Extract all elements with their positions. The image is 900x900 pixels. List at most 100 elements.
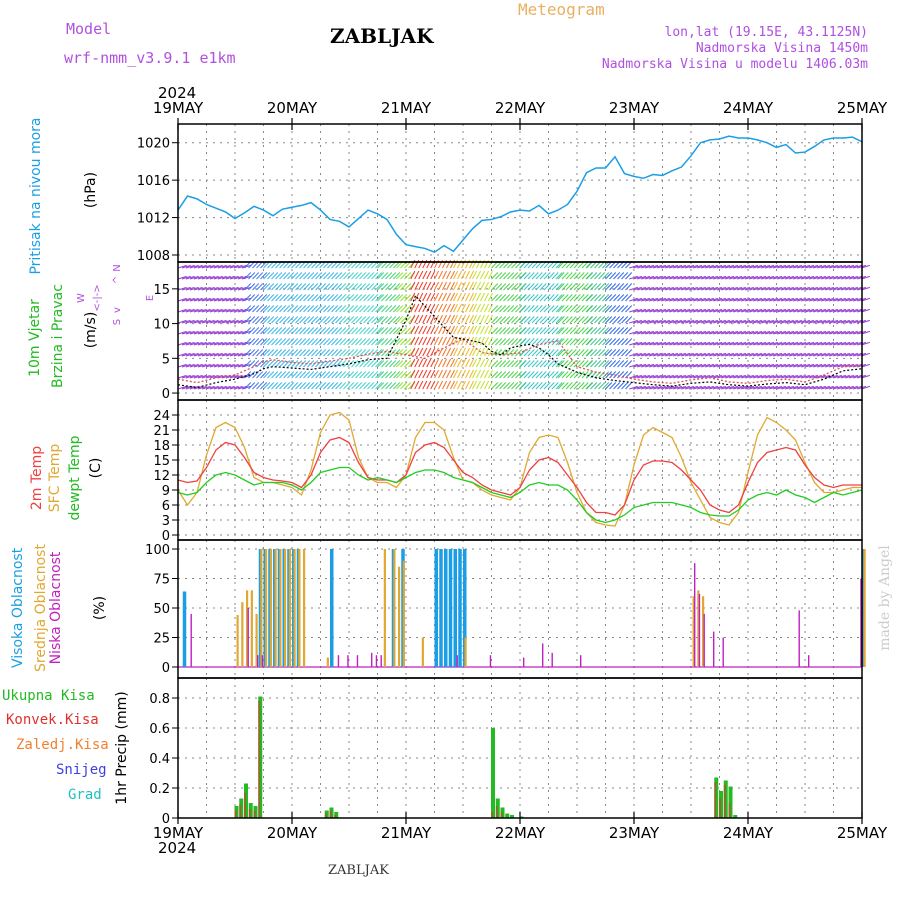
- wind-barb: [193, 308, 203, 313]
- wind-barb: [602, 360, 610, 368]
- wind-barb: [457, 325, 463, 335]
- wind-barb: [621, 316, 629, 324]
- model-elevation-label: Nadmorska Visina u modelu 1406.03m: [601, 57, 868, 72]
- wind-barb: [581, 316, 589, 324]
- wind-barb: [381, 371, 389, 379]
- wind-barb: [233, 319, 243, 324]
- wind-barb: [717, 363, 727, 368]
- wind-barb: [789, 319, 799, 324]
- wind-barb: [609, 272, 617, 280]
- wind-barb: [519, 371, 527, 379]
- wind-barb: [371, 360, 379, 368]
- wind-barb: [450, 358, 456, 368]
- wind-barb: [351, 360, 359, 368]
- wind-barb: [817, 275, 827, 280]
- wind-barb: [785, 308, 795, 313]
- wind-barb: [221, 264, 231, 269]
- wind-barb: [461, 270, 467, 280]
- wind-barb: [267, 294, 275, 302]
- wind-barb: [430, 325, 436, 335]
- wind-barb: [519, 360, 527, 368]
- wind-barb: [351, 382, 359, 390]
- wind-barb: [785, 385, 795, 390]
- wind-barb: [641, 275, 651, 280]
- wind-barb: [737, 341, 747, 346]
- wind-barb: [633, 319, 643, 324]
- wind-barb: [749, 308, 759, 313]
- wind-barb: [418, 303, 424, 313]
- wind-barb: [697, 363, 707, 368]
- wind-barb: [737, 385, 747, 390]
- wind-barb: [721, 341, 731, 346]
- wind-barb: [503, 338, 511, 346]
- wind-barb: [225, 297, 235, 302]
- wind-barb: [414, 358, 420, 368]
- wind-barb: [797, 264, 807, 269]
- wind-barb: [717, 286, 727, 291]
- wind-barb: [438, 270, 444, 280]
- wind-barb: [181, 374, 191, 379]
- wind-barb: [410, 270, 416, 280]
- cloud-low-bar: [380, 655, 382, 667]
- wind-barb: [385, 316, 393, 324]
- wind-barb: [681, 308, 691, 313]
- wind-barb: [389, 338, 397, 346]
- wind-barb: [539, 316, 547, 324]
- wind-barb: [434, 325, 440, 335]
- wind-barb: [252, 371, 260, 379]
- wind-barb: [461, 336, 467, 346]
- wind-barb: [721, 363, 731, 368]
- wind-barb: [422, 259, 428, 269]
- wind-barb: [789, 385, 799, 390]
- wind-barb: [757, 352, 767, 357]
- wind-barb: [677, 363, 687, 368]
- wind-barb: [260, 349, 268, 357]
- wind-barb: [260, 360, 268, 368]
- wind-barb: [221, 341, 231, 346]
- wind-barb: [267, 382, 275, 390]
- wind-barb: [453, 358, 459, 368]
- wind-barb: [701, 319, 711, 324]
- wind-barb: [621, 360, 629, 368]
- wind-barb: [499, 316, 507, 324]
- model-label: Model: [66, 20, 112, 38]
- x-tick-label-top: 22MAY: [495, 99, 546, 117]
- wind-barb: [733, 385, 743, 390]
- wind-barb: [446, 325, 452, 335]
- precip-conv-bar: [491, 812, 493, 818]
- wind-barb: [287, 316, 295, 324]
- wind-barb: [291, 327, 299, 335]
- wind-barb: [665, 308, 675, 313]
- x-tick-label-bottom: 25MAY: [837, 824, 888, 842]
- wind-barb: [757, 385, 767, 390]
- wind-barb: [543, 272, 551, 280]
- wind-barb: [598, 338, 606, 346]
- wind-barb: [252, 272, 260, 280]
- cloud-low-bar: [257, 655, 259, 667]
- y-tick-label: 0.6: [149, 722, 170, 737]
- wind-barb: [418, 336, 424, 346]
- wind-barb: [653, 374, 663, 379]
- wind-barb: [311, 294, 319, 302]
- wind-barb: [476, 259, 482, 269]
- wind-barb: [488, 325, 494, 335]
- wind-barb: [256, 316, 264, 324]
- wind-barb: [657, 341, 667, 346]
- wind-barb: [480, 325, 486, 335]
- wind-barb: [442, 303, 448, 313]
- wind-barb: [713, 275, 723, 280]
- wind-barb: [476, 380, 482, 390]
- wind-barb: [701, 374, 711, 379]
- wind-barb: [745, 308, 755, 313]
- wind-barb: [351, 305, 359, 313]
- wind-barb: [845, 308, 855, 313]
- wind-barb: [177, 374, 187, 379]
- wind-barb: [511, 305, 519, 313]
- wind-barb: [809, 297, 819, 302]
- wind-barb: [279, 305, 287, 313]
- wind-barb: [565, 272, 573, 280]
- wind-barb: [653, 319, 663, 324]
- wind-barb: [801, 308, 811, 313]
- cloud-low-bar: [722, 637, 724, 667]
- wind-barb: [709, 352, 719, 357]
